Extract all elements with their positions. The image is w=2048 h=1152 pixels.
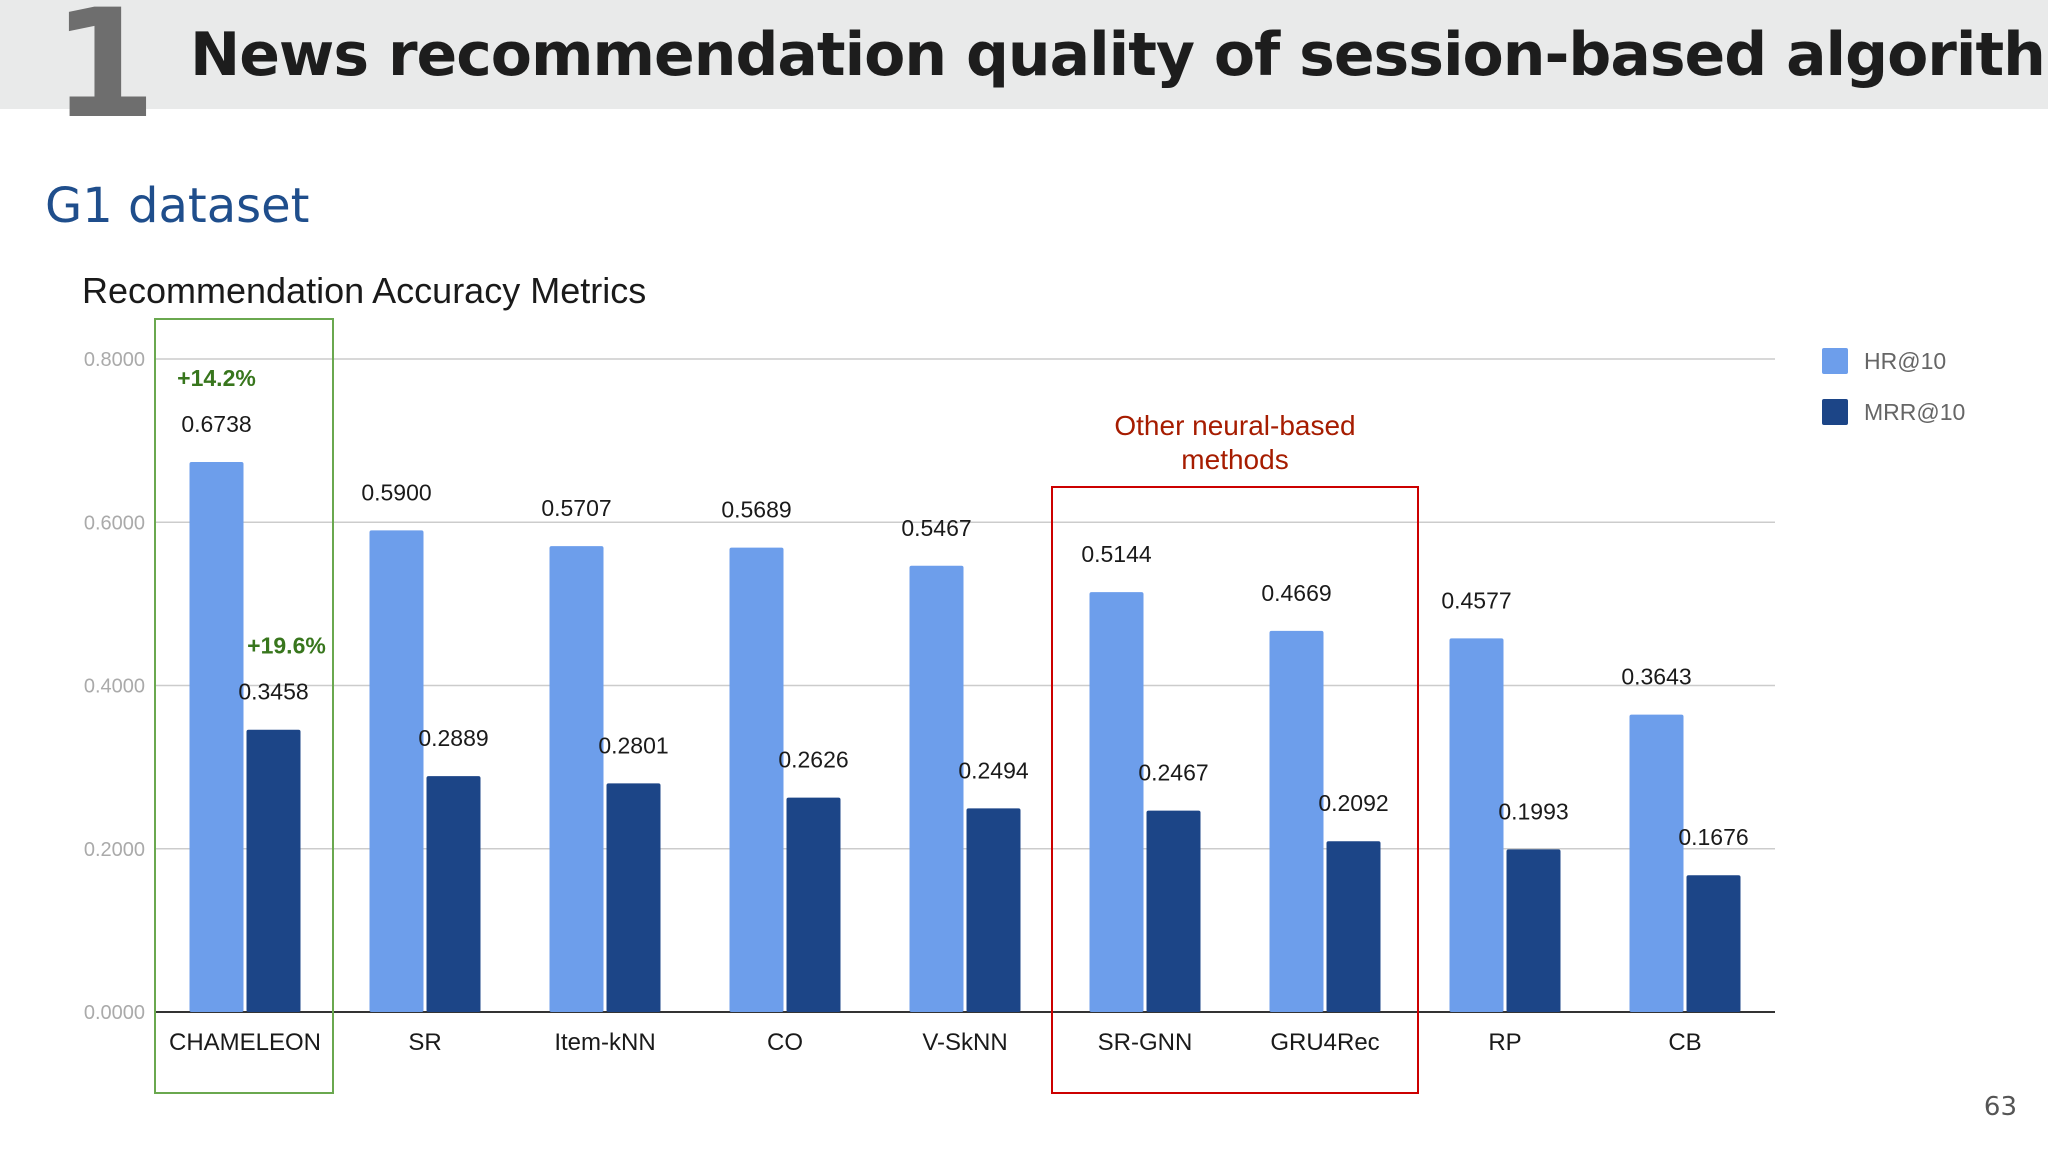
highlight-box-label: methods xyxy=(1181,444,1288,475)
y-tick-label: 0.6000 xyxy=(84,512,145,534)
category-label: GRU4Rec xyxy=(1270,1029,1379,1056)
bar-hr-at-10 xyxy=(369,530,424,1012)
data-label: 0.1993 xyxy=(1498,798,1568,824)
category-label: SR xyxy=(408,1029,441,1056)
data-label: 0.2626 xyxy=(778,747,848,773)
category-label: SR-GNN xyxy=(1098,1029,1193,1056)
y-tick-label: 0.4000 xyxy=(84,676,145,698)
improvement-annotation: +14.2% xyxy=(177,365,256,391)
category-label: RP xyxy=(1488,1029,1521,1056)
bar-hr-at-10 xyxy=(549,546,604,1012)
improvement-annotation: +19.6% xyxy=(247,633,326,659)
legend-label: MRR@10 xyxy=(1864,399,1965,425)
category-label: CB xyxy=(1668,1029,1701,1056)
bar-mrr-at-10 xyxy=(966,808,1021,1012)
bar-hr-at-10 xyxy=(1449,638,1504,1012)
bar-mrr-at-10 xyxy=(1146,810,1201,1012)
y-tick-label: 0.2000 xyxy=(84,839,145,861)
legend-label: HR@10 xyxy=(1864,348,1946,374)
bar-mrr-at-10 xyxy=(786,797,841,1012)
highlight-box-label: Other neural-based xyxy=(1114,410,1355,441)
bar-mrr-at-10 xyxy=(1506,849,1561,1012)
data-label: 0.5707 xyxy=(541,495,611,521)
data-label: 0.2494 xyxy=(958,757,1029,783)
data-label: 0.3458 xyxy=(238,679,308,705)
data-label: 0.5689 xyxy=(721,497,791,523)
bar-hr-at-10 xyxy=(1269,630,1324,1012)
dataset-title: G1 dataset xyxy=(45,178,310,234)
bar-mrr-at-10 xyxy=(246,729,301,1012)
data-label: 0.6738 xyxy=(181,411,251,437)
bar-hr-at-10 xyxy=(1089,592,1144,1012)
bar-hr-at-10 xyxy=(909,565,964,1012)
bar-hr-at-10 xyxy=(189,462,244,1012)
data-label: 0.4577 xyxy=(1441,587,1511,613)
highlight-box-neural xyxy=(1051,486,1419,1094)
legend-swatch xyxy=(1822,399,1848,425)
chart-title: Recommendation Accuracy Metrics xyxy=(82,270,646,311)
highlight-box-chameleon xyxy=(154,318,334,1094)
category-label: CO xyxy=(767,1029,803,1056)
slide-title: News recommendation quality of session-b… xyxy=(190,20,2048,90)
bar-hr-at-10 xyxy=(729,547,784,1012)
y-tick-label: 0.8000 xyxy=(84,349,145,371)
bar-mrr-at-10 xyxy=(606,783,661,1012)
y-tick-label: 0.0000 xyxy=(84,1002,145,1024)
data-label: 0.5900 xyxy=(361,479,431,505)
bar-mrr-at-10 xyxy=(1686,875,1741,1012)
bar-mrr-at-10 xyxy=(1326,841,1381,1012)
bar-hr-at-10 xyxy=(1629,714,1684,1012)
data-label: 0.5144 xyxy=(1081,541,1152,567)
data-label: 0.4669 xyxy=(1261,580,1331,606)
data-label: 0.1676 xyxy=(1678,824,1748,850)
data-label: 0.5467 xyxy=(901,515,971,541)
bar-mrr-at-10 xyxy=(426,776,481,1012)
data-label: 0.2889 xyxy=(418,725,488,751)
page-number: 63 xyxy=(1983,1092,2017,1122)
category-label: Item-kNN xyxy=(554,1029,655,1056)
data-label: 0.2467 xyxy=(1138,760,1208,786)
data-label: 0.3643 xyxy=(1621,664,1691,690)
legend-swatch xyxy=(1822,348,1848,374)
data-label: 0.2092 xyxy=(1318,790,1388,816)
header-band xyxy=(0,0,2048,109)
section-number: 1 xyxy=(52,0,157,152)
data-label: 0.2801 xyxy=(598,732,668,758)
category-label: V-SkNN xyxy=(922,1029,1007,1056)
category-label: CHAMELEON xyxy=(169,1029,321,1056)
